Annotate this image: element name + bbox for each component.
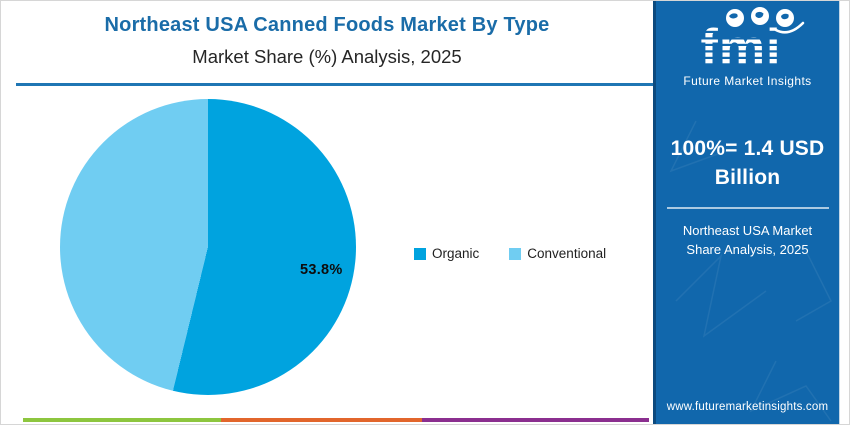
pie-chart: 53.8% bbox=[60, 99, 356, 395]
sidebar-divider bbox=[666, 206, 829, 209]
footer-bar-segment bbox=[221, 418, 422, 422]
chart-subtitle: Market Share (%) Analysis, 2025 bbox=[192, 46, 462, 67]
legend-item-organic: Organic bbox=[414, 246, 479, 261]
fmi-logo: fmi Future Market Insights bbox=[656, 7, 839, 88]
legend-label: Conventional bbox=[527, 246, 607, 261]
legend-swatch bbox=[509, 247, 522, 260]
footer-accent-bar bbox=[23, 418, 649, 422]
svg-text:fmi: fmi bbox=[700, 19, 781, 73]
footer-bar-segment bbox=[23, 418, 221, 422]
footer-bar-segment bbox=[422, 418, 649, 422]
legend-swatch bbox=[414, 247, 426, 260]
fmi-logo-icon: fmi bbox=[700, 7, 804, 77]
brand-name: Future Market Insights bbox=[683, 74, 812, 88]
legend-label: Organic bbox=[432, 246, 480, 261]
sidebar: fmi Future Market Insights 100%= 1.4 USD… bbox=[653, 1, 840, 424]
pie-slice-data-label: 53.8% bbox=[300, 262, 343, 278]
sidebar-caption: Northeast USA Market Share Analysis, 202… bbox=[682, 222, 813, 257]
website-url: www.futuremarketinsights.com bbox=[666, 401, 829, 413]
chart-area: Northeast USA Canned Foods Market By Typ… bbox=[1, 1, 653, 424]
globe-icons bbox=[725, 7, 804, 34]
chart-legend: Organic Conventional bbox=[414, 246, 606, 261]
legend-item-conventional: Conventional bbox=[509, 246, 606, 261]
kpi-market-size: 100%= 1.4 USD Billion bbox=[670, 137, 825, 190]
title-divider bbox=[16, 83, 653, 86]
chart-title: Northeast USA Canned Foods Market By Typ… bbox=[104, 14, 550, 36]
